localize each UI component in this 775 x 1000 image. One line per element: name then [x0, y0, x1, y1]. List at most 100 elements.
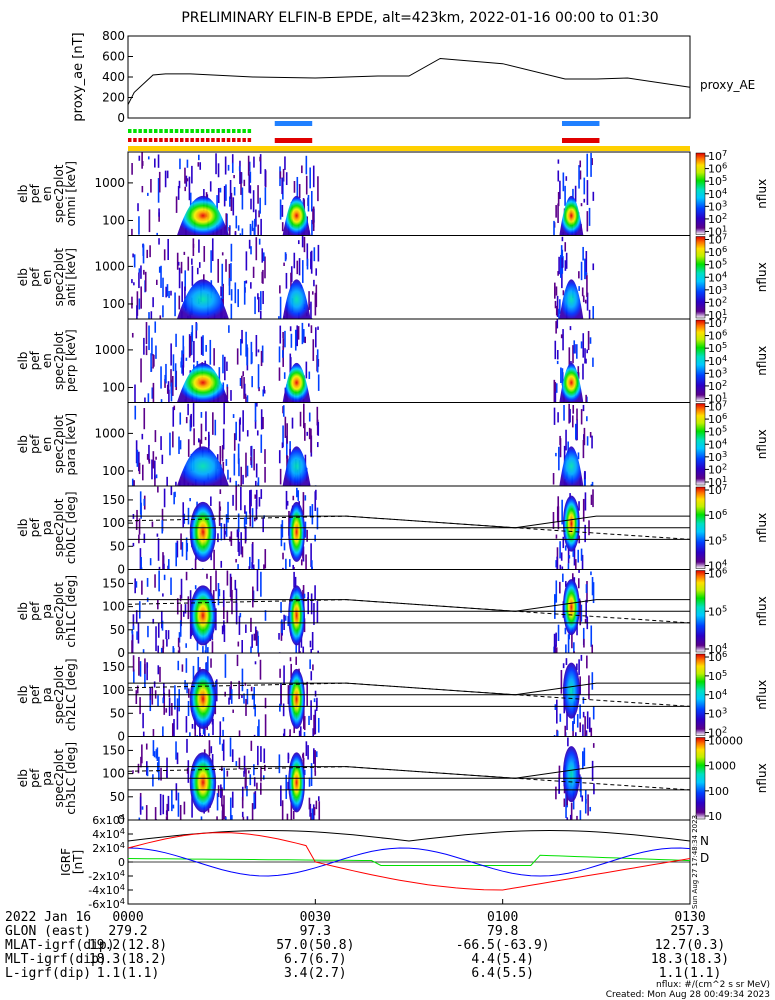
flux-streak: [301, 235, 304, 248]
flux-streak: [591, 760, 594, 781]
flux-streak: [222, 590, 225, 607]
flux-streak: [559, 564, 562, 570]
flux-streak: [175, 741, 177, 760]
flux-streak: [310, 190, 313, 212]
flux-streak: [145, 743, 148, 750]
colorbar: [695, 486, 706, 569]
flux-streak: [141, 185, 144, 193]
flux-streak: [235, 215, 238, 229]
flux-streak: [183, 251, 186, 255]
flux-streak: [155, 456, 157, 460]
flux-streak: [297, 326, 300, 340]
flux-streak: [552, 473, 555, 485]
flux-streak: [243, 770, 245, 777]
flux-streak: [252, 586, 254, 608]
flux-streak: [264, 187, 267, 206]
flux-streak: [243, 383, 246, 396]
flux-streak: [177, 792, 180, 817]
flux-streak: [248, 566, 251, 570]
flux-streak: [560, 367, 562, 384]
flux-streak: [311, 631, 314, 651]
flux-streak: [290, 272, 292, 292]
flux-streak: [591, 672, 594, 690]
anti-loss-cone-line: [128, 599, 690, 624]
flux-streak: [553, 735, 556, 737]
flux-streak: [242, 410, 244, 432]
flux-plume: [176, 446, 229, 486]
flux-blob: [189, 668, 217, 729]
flux-streak: [576, 714, 579, 728]
flux-streak: [229, 179, 232, 199]
flux-streak: [138, 656, 140, 676]
flux-streak: [250, 686, 253, 692]
flux-streak: [199, 439, 201, 451]
flux-streak: [172, 646, 175, 653]
flux-streak: [239, 417, 242, 425]
flux-streak: [278, 367, 281, 381]
flux-streak: [251, 543, 254, 568]
flux-streak: [554, 340, 557, 360]
flux-streak: [260, 782, 262, 795]
flux-streak: [175, 196, 178, 213]
flux-streak: [156, 232, 158, 236]
flux-streak: [256, 402, 258, 407]
lval-value: 1.1(1.1): [97, 966, 160, 981]
flux-streak: [157, 665, 160, 675]
flux-streak: [234, 232, 237, 236]
flux-streak: [186, 159, 189, 168]
flux-streak: [225, 514, 228, 537]
deg-tick-label: 50: [110, 706, 125, 720]
flux-streak: [149, 687, 152, 700]
flux-streak: [244, 682, 247, 686]
flux-streak: [301, 260, 304, 283]
flux-streak: [217, 163, 220, 178]
flux-streak: [171, 703, 173, 716]
flux-streak: [310, 700, 312, 721]
flux-streak: [563, 798, 566, 807]
flux-streak: [181, 664, 184, 672]
flux-streak: [215, 153, 217, 175]
flux-streak: [172, 804, 175, 809]
flux-streak: [568, 555, 571, 559]
flux-streak: [227, 469, 229, 480]
flux-streak: [187, 596, 190, 620]
fgm-red-mark: [216, 138, 220, 142]
flux-streak: [279, 468, 282, 485]
flux-streak: [131, 629, 133, 634]
flux-streak: [222, 729, 224, 737]
fgm-red-mark: [232, 138, 236, 142]
flux-streak: [143, 337, 145, 355]
flux-streak: [554, 704, 557, 710]
flux-streak: [140, 265, 142, 279]
flux-streak: [144, 658, 146, 674]
flux-streak: [559, 713, 562, 722]
colorbar-label: nflux: [755, 429, 769, 459]
flux-streak: [283, 665, 285, 685]
flux-streak: [152, 354, 154, 369]
flux-streak: [189, 732, 191, 737]
flux-streak: [242, 371, 245, 377]
flux-streak: [251, 508, 254, 528]
fgm-red-mark: [206, 138, 210, 142]
flux-streak: [185, 416, 188, 424]
flux-streak: [282, 567, 284, 570]
flux-streak: [221, 445, 224, 459]
flux-streak: [187, 439, 190, 457]
flux-streak: [278, 316, 280, 319]
flux-streak: [217, 785, 220, 798]
anti-loss-cone-line: [128, 682, 690, 707]
flux-streak: [583, 427, 586, 446]
flux-streak: [185, 357, 188, 361]
flux-streak: [187, 256, 190, 271]
flux-streak: [221, 252, 224, 256]
flux-streak: [222, 596, 225, 620]
flux-plume: [559, 279, 584, 319]
flux-streak: [278, 450, 281, 464]
flux-streak: [580, 341, 583, 349]
flux-streak: [313, 279, 315, 287]
flux-streak: [238, 680, 240, 700]
flux-streak: [316, 349, 319, 373]
flux-streak: [307, 745, 309, 760]
flux-streak: [246, 785, 248, 797]
flux-streak: [181, 542, 184, 557]
